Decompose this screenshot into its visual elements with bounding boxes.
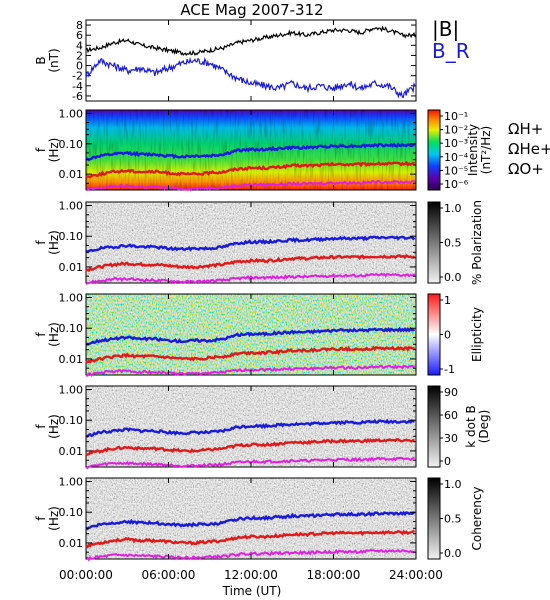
y-tick-label: 0 (76, 60, 83, 73)
colorbar-label: Coherency (470, 486, 484, 550)
legend-he: ΩHe+ (508, 140, 550, 158)
gyro-line-he (85, 529, 416, 549)
y-tick-label: 4 (76, 39, 83, 52)
colorbar (427, 293, 441, 376)
y-tick-label: 0.01 (59, 353, 84, 366)
colorbar-label: % Polarization (470, 200, 484, 285)
y-tick-label: 1.00 (59, 476, 84, 489)
gyro-line-he (85, 253, 416, 273)
panel-frame-b (85, 19, 417, 102)
y-axis-unit: (Hz) (47, 138, 61, 163)
colorbar (427, 201, 441, 284)
y-axis-label: f (34, 424, 48, 429)
legend-o: ΩO+ (508, 160, 544, 178)
colorbar-label: k dot B (464, 405, 478, 447)
colorbar-tick-label: 1.0 (444, 202, 462, 215)
gyro-line-h (85, 235, 416, 253)
y-tick-label: 2 (76, 49, 83, 62)
figure-title: ACE Mag 2007-312 (180, 1, 323, 19)
legend-br: B_R (432, 39, 470, 63)
colorbar (427, 109, 441, 191)
y-tick-label: 1.00 (59, 200, 84, 213)
colorbar-tick-label: 10⁻³ (444, 137, 468, 150)
colorbar-tick-label: 60 (444, 409, 458, 422)
y-tick-label: 0.01 (59, 537, 84, 550)
y-axis-unit: (nT) (47, 48, 61, 72)
colorbar-tick-label: 30 (444, 432, 458, 445)
y-tick-label: 6 (76, 29, 83, 42)
colorbar-tick-label: 10⁻⁵ (444, 164, 468, 177)
x-tick-label: 06:00:00 (142, 568, 196, 582)
gyro-line-he (85, 345, 416, 364)
y-tick-label: 0.01 (59, 445, 84, 458)
y-tick-label: 0.10 (59, 414, 84, 427)
y-tick-label: 0.10 (59, 138, 84, 151)
gyro-line-he (85, 160, 416, 179)
colorbar-tick-label: 10⁻² (444, 124, 468, 137)
colorbar-unit: (Deg) (477, 410, 491, 444)
colorbar-tick-label: 0 (444, 455, 451, 468)
x-axis-label: Time (UT) (222, 584, 282, 598)
y-tick-label: 0.10 (59, 322, 84, 335)
y-axis-unit: (Hz) (47, 230, 61, 255)
y-axis-unit: (Hz) (47, 414, 61, 439)
colorbar (427, 477, 441, 560)
y-axis-label: f (34, 516, 48, 521)
colorbar-tick-label: 10⁻⁴ (444, 151, 469, 164)
colorbar-tick-label: 0.0 (444, 271, 462, 284)
series-line-b-mag (85, 25, 417, 56)
colorbar-tick-label: 0.5 (444, 513, 462, 526)
gyro-line-h (85, 326, 415, 346)
gyro-line-o (85, 364, 416, 377)
x-tick-label: 24:00:00 (389, 568, 443, 582)
colorbar (427, 385, 441, 468)
colorbar-tick-label: 0 (444, 329, 451, 342)
y-tick-label: 0.01 (59, 261, 84, 274)
y-tick-label: 1.00 (59, 292, 84, 305)
colorbar-label: Intensity (466, 124, 480, 176)
y-tick-label: -6 (72, 90, 83, 103)
y-axis-unit: (Hz) (47, 506, 61, 531)
y-tick-label: 1.00 (59, 107, 84, 120)
gyro-line-h (85, 418, 415, 438)
colorbar-tick-label: 1 (444, 294, 451, 307)
x-tick-label: 00:00:00 (59, 568, 113, 582)
y-tick-label: 8 (76, 19, 83, 32)
series-line-br (85, 56, 417, 99)
y-tick-label: -4 (72, 80, 83, 93)
x-tick-label: 18:00:00 (307, 568, 361, 582)
gyro-line-h (85, 142, 416, 162)
y-tick-label: -2 (72, 70, 83, 83)
colorbar-tick-label: 10⁻¹ (444, 110, 468, 123)
gyro-line-o (85, 272, 416, 286)
y-tick-label: 0.10 (59, 506, 84, 519)
gyro-line-o (85, 456, 415, 470)
gyro-line-he (85, 437, 415, 457)
colorbar-label: Ellipticity (470, 307, 484, 362)
colorbar-tick-label: 0.0 (444, 547, 462, 560)
legend-h: ΩH+ (508, 120, 543, 138)
colorbar-tick-label: 1.0 (444, 478, 462, 491)
colorbar-unit: (nT²/Hz) (479, 126, 493, 174)
y-tick-label: 0.01 (59, 168, 84, 181)
colorbar-tick-label: 90 (444, 386, 458, 399)
y-axis-label: f (34, 240, 48, 245)
y-axis-unit: (Hz) (47, 322, 61, 347)
colorbar-tick-label: 0.5 (444, 237, 462, 250)
gyro-line-o (85, 179, 415, 192)
y-axis-label: f (34, 147, 48, 152)
colorbar-tick-label: -1 (444, 363, 455, 376)
x-tick-label: 12:00:00 (224, 568, 278, 582)
gyro-line-o (85, 549, 415, 562)
y-axis-label: f (34, 332, 48, 337)
colorbar-tick-label: 10⁻⁶ (444, 178, 469, 191)
y-tick-label: 0.10 (59, 230, 84, 243)
y-tick-label: 1.00 (59, 384, 84, 397)
gyro-line-h (85, 510, 416, 531)
legend-b-mag: |B| (432, 17, 459, 41)
y-axis-label: B (34, 56, 48, 64)
